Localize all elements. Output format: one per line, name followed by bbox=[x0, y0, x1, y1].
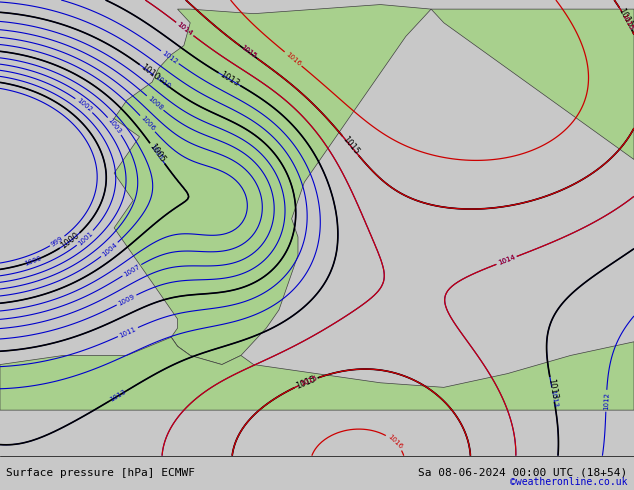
Text: ©weatheronline.co.uk: ©weatheronline.co.uk bbox=[510, 477, 628, 487]
Text: 1015: 1015 bbox=[621, 12, 634, 31]
Text: 1016: 1016 bbox=[386, 434, 403, 450]
Text: 1005: 1005 bbox=[148, 142, 167, 165]
Text: 1007: 1007 bbox=[122, 263, 141, 277]
Text: 1000: 1000 bbox=[59, 231, 81, 251]
Text: 1012: 1012 bbox=[161, 49, 179, 65]
Text: 1013: 1013 bbox=[218, 70, 241, 88]
Text: 1015: 1015 bbox=[240, 45, 257, 60]
Text: 1015: 1015 bbox=[300, 375, 318, 387]
Text: Sa 08-06-2024 00:00 UTC (18+54): Sa 08-06-2024 00:00 UTC (18+54) bbox=[418, 467, 628, 478]
Text: 1015: 1015 bbox=[300, 375, 318, 387]
Text: 1015: 1015 bbox=[295, 374, 318, 391]
Text: 1013: 1013 bbox=[108, 389, 127, 403]
Polygon shape bbox=[431, 9, 634, 160]
Polygon shape bbox=[114, 4, 431, 365]
Polygon shape bbox=[0, 337, 634, 410]
Text: 1013: 1013 bbox=[549, 389, 559, 408]
Text: 999: 999 bbox=[50, 235, 65, 247]
Text: Surface pressure [hPa] ECMWF: Surface pressure [hPa] ECMWF bbox=[6, 467, 195, 478]
Text: 1015: 1015 bbox=[617, 7, 634, 30]
Text: 1010: 1010 bbox=[139, 62, 161, 82]
Text: 1006: 1006 bbox=[139, 115, 156, 132]
Polygon shape bbox=[165, 337, 190, 365]
Text: 1015: 1015 bbox=[340, 135, 361, 157]
Text: 1014: 1014 bbox=[176, 21, 194, 37]
Text: 1010: 1010 bbox=[153, 74, 171, 90]
Text: 1004: 1004 bbox=[101, 242, 119, 258]
Text: 1011: 1011 bbox=[119, 326, 138, 339]
Text: 1003: 1003 bbox=[107, 117, 122, 135]
Text: 1014: 1014 bbox=[176, 21, 194, 37]
Text: 1000: 1000 bbox=[23, 255, 42, 267]
Text: 1005: 1005 bbox=[148, 143, 164, 161]
Text: 1013: 1013 bbox=[546, 378, 559, 400]
Text: 1016: 1016 bbox=[284, 51, 302, 67]
Text: 1002: 1002 bbox=[75, 98, 93, 113]
Text: 1008: 1008 bbox=[146, 95, 164, 111]
Text: 1015: 1015 bbox=[621, 12, 634, 31]
Text: 1012: 1012 bbox=[603, 392, 610, 410]
Text: 1009: 1009 bbox=[117, 293, 136, 307]
Text: 1001: 1001 bbox=[77, 230, 94, 246]
Text: 1014: 1014 bbox=[497, 254, 516, 267]
Text: 1014: 1014 bbox=[497, 254, 516, 267]
Text: 1015: 1015 bbox=[240, 45, 257, 60]
